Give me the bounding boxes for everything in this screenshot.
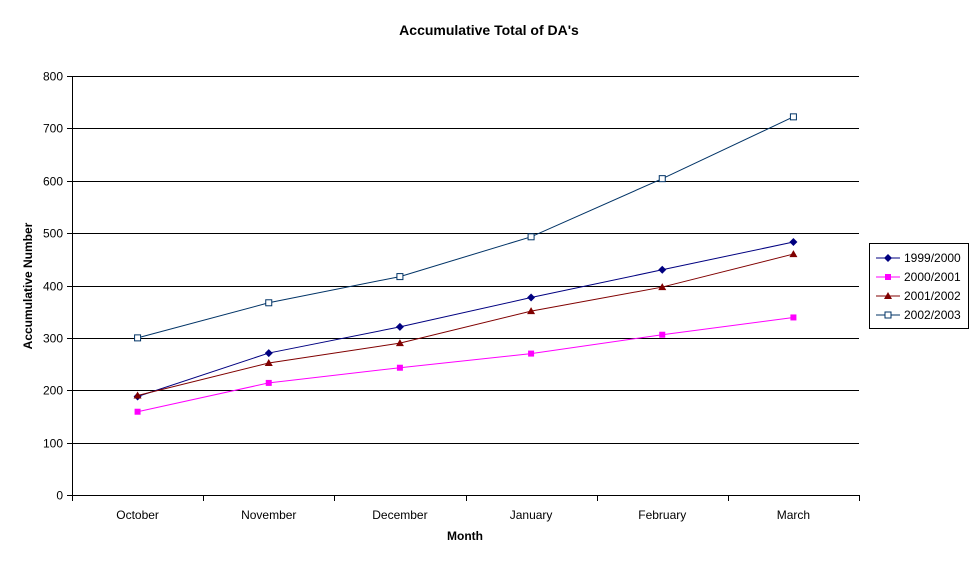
- data-point: [790, 314, 797, 321]
- data-point: [658, 175, 666, 183]
- y-tick-label: 100: [43, 437, 63, 451]
- series-2000-2001: [134, 314, 797, 415]
- data-point: [658, 283, 667, 291]
- data-point: [658, 265, 667, 274]
- series-1999-2000: [133, 238, 798, 401]
- data-point: [133, 391, 142, 399]
- data-point: [789, 250, 798, 258]
- legend-marker: [884, 292, 892, 299]
- data-point: [789, 113, 797, 121]
- data-point: [527, 233, 535, 241]
- x-tick-label: March: [777, 508, 810, 522]
- series-layer: [133, 113, 798, 415]
- x-axis-label: Month: [447, 529, 483, 543]
- x-tick-label: January: [510, 508, 553, 522]
- data-point: [134, 334, 142, 342]
- legend-item: 2001/2002: [870, 288, 970, 304]
- data-point: [264, 359, 273, 367]
- legend-marker: [884, 311, 892, 319]
- series-line: [137, 241, 794, 398]
- legend: 1999/2000 2000/2001 2001/2002 2002/2003: [869, 243, 969, 329]
- gridlines: [72, 76, 859, 444]
- y-axis-ticks: 0 100 200 300 400 500 600 700 800: [43, 70, 72, 503]
- y-tick-label: 400: [43, 280, 63, 294]
- data-point: [527, 307, 536, 315]
- x-tick-label: February: [638, 508, 686, 522]
- series-line: [137, 116, 794, 339]
- data-point: [265, 379, 272, 386]
- legend-swatch: [876, 254, 900, 262]
- legend-label: 1999/2000: [904, 251, 961, 265]
- legend-swatch: [876, 311, 900, 319]
- y-tick-label: 700: [43, 122, 63, 136]
- y-tick-label: 800: [43, 70, 63, 84]
- legend-label: 2000/2001: [904, 270, 961, 284]
- data-point: [396, 273, 404, 281]
- y-tick-label: 500: [43, 227, 63, 241]
- series-2001-2002: [133, 250, 798, 399]
- y-tick-label: 200: [43, 384, 63, 398]
- y-axis-label: Accumulative Number: [21, 222, 35, 350]
- data-point: [659, 331, 666, 338]
- y-tick-label: 0: [56, 489, 63, 503]
- y-tick-label: 300: [43, 332, 63, 346]
- legend-marker: [885, 274, 891, 280]
- x-tick-label: November: [241, 508, 296, 522]
- x-tick-label: October: [116, 508, 159, 522]
- data-point: [265, 299, 273, 307]
- x-axis-ticks: October November December January February Ma…: [72, 495, 860, 522]
- y-tick-label: 600: [43, 175, 63, 189]
- legend-item: 1999/2000: [870, 250, 970, 266]
- data-point: [134, 408, 141, 415]
- legend-label: 2002/2003: [904, 308, 961, 322]
- data-point: [528, 350, 535, 357]
- data-point: [395, 339, 404, 347]
- chart-title: Accumulative Total of DA's: [399, 22, 579, 38]
- legend-item: 2002/2003: [870, 307, 970, 323]
- data-point: [527, 293, 536, 302]
- data-point: [789, 238, 798, 247]
- legend-marker: [884, 254, 892, 262]
- data-point: [396, 364, 403, 371]
- axes: [72, 76, 859, 496]
- series-line: [137, 316, 794, 413]
- x-tick-label: December: [372, 508, 427, 522]
- series-line: [137, 253, 794, 396]
- series-2002-2003: [134, 113, 797, 342]
- data-point: [395, 322, 404, 331]
- legend-item: 2000/2001: [870, 269, 970, 285]
- legend-swatch: [876, 274, 900, 280]
- legend-swatch: [876, 292, 900, 299]
- data-point: [264, 349, 273, 358]
- legend-label: 2001/2002: [904, 289, 961, 303]
